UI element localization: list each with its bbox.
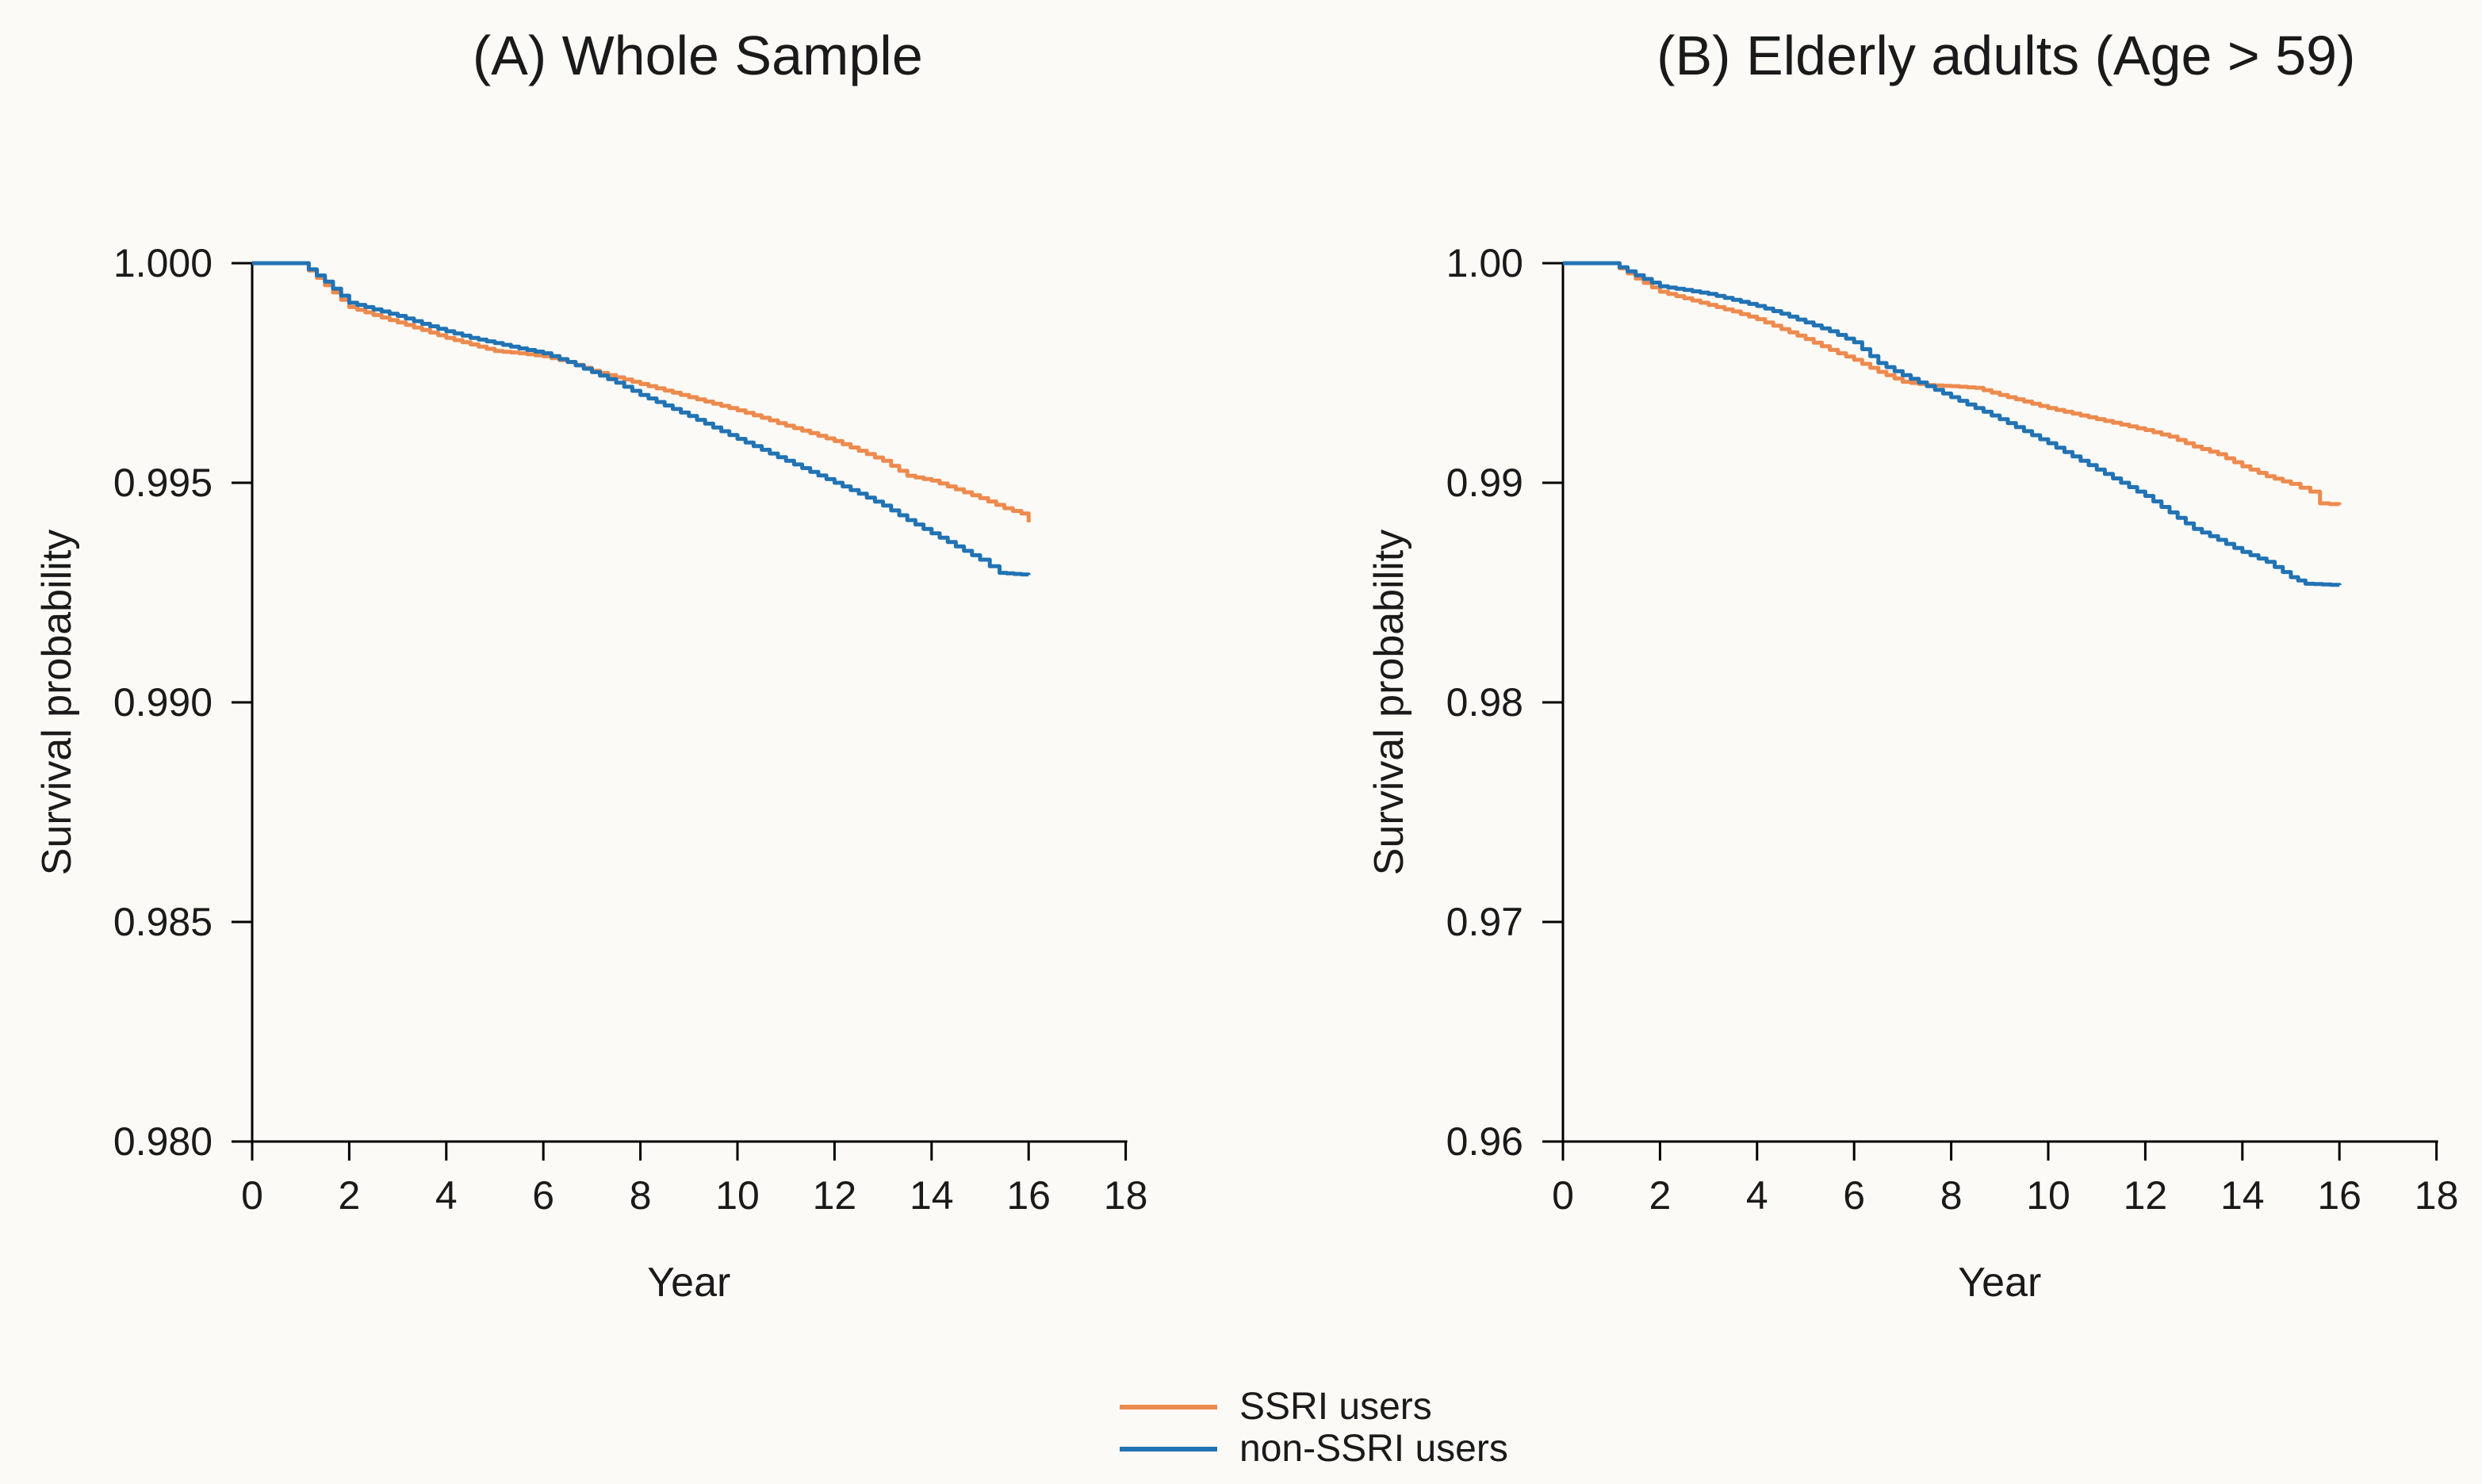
x-tick-label: 10 [2026,1173,2070,1218]
legend-item-ssri-users: SSRI users [1120,1386,1508,1428]
x-tick-label: 6 [532,1173,554,1218]
y-tick-label: 0.98 [1446,680,1523,725]
panel-b-y-axis-label: Survival probability [1366,529,1412,876]
x-tick-label: 16 [2317,1173,2361,1218]
x-tick-label: 10 [715,1173,760,1218]
x-tick-label: 14 [910,1173,954,1218]
y-tick-label: 0.995 [113,461,213,505]
panel-a-x-axis-label: Year [647,1260,731,1306]
x-tick-label: 16 [1006,1173,1051,1218]
panel-a-y-axis-label: Survival probability [34,529,80,876]
legend-item-non-ssri-users: non-SSRI users [1120,1428,1508,1470]
y-tick-label: 0.97 [1446,900,1523,944]
x-tick-label: 18 [2415,1173,2459,1218]
x-tick-label: 8 [630,1173,652,1218]
y-tick-label: 0.990 [113,680,213,725]
x-tick-label: 18 [1104,1173,1148,1218]
legend: SSRI users non-SSRI users [1120,1386,1508,1470]
x-tick-label: 14 [2220,1173,2265,1218]
x-tick-label: 12 [2124,1173,2168,1218]
panel-b-x-axis-label: Year [1958,1260,2042,1306]
y-tick-label: 0.985 [113,900,213,944]
x-tick-label: 4 [435,1173,458,1218]
x-tick-label: 6 [1843,1173,1865,1218]
x-tick-label: 0 [1552,1173,1574,1218]
y-tick-label: 0.99 [1446,461,1523,505]
x-tick-label: 8 [1940,1173,1963,1218]
x-tick-label: 12 [813,1173,857,1218]
panel-b-title: (B) Elderly adults (Age > 59) [1657,25,2356,86]
series-line-non-ssri-users [1563,261,2342,587]
legend-line-non-ssri-users [1120,1446,1217,1451]
legend-label-ssri-users: SSRI users [1239,1386,1432,1428]
series-line-non-ssri-users [252,261,1031,577]
y-tick-label: 1.00 [1446,241,1523,285]
x-tick-label: 4 [1746,1173,1768,1218]
panel-a-title: (A) Whole Sample [472,25,923,86]
y-tick-label: 1.000 [113,241,213,285]
legend-line-ssri-users [1120,1404,1217,1409]
y-tick-label: 0.96 [1446,1119,1523,1164]
x-tick-label: 0 [241,1173,263,1218]
x-tick-label: 2 [1649,1173,1671,1218]
series-line-ssri-users [1563,261,2342,507]
legend-label-non-ssri-users: non-SSRI users [1239,1428,1508,1470]
x-tick-label: 2 [338,1173,360,1218]
y-tick-label: 0.980 [113,1119,213,1164]
series-line-ssri-users [252,261,1031,522]
